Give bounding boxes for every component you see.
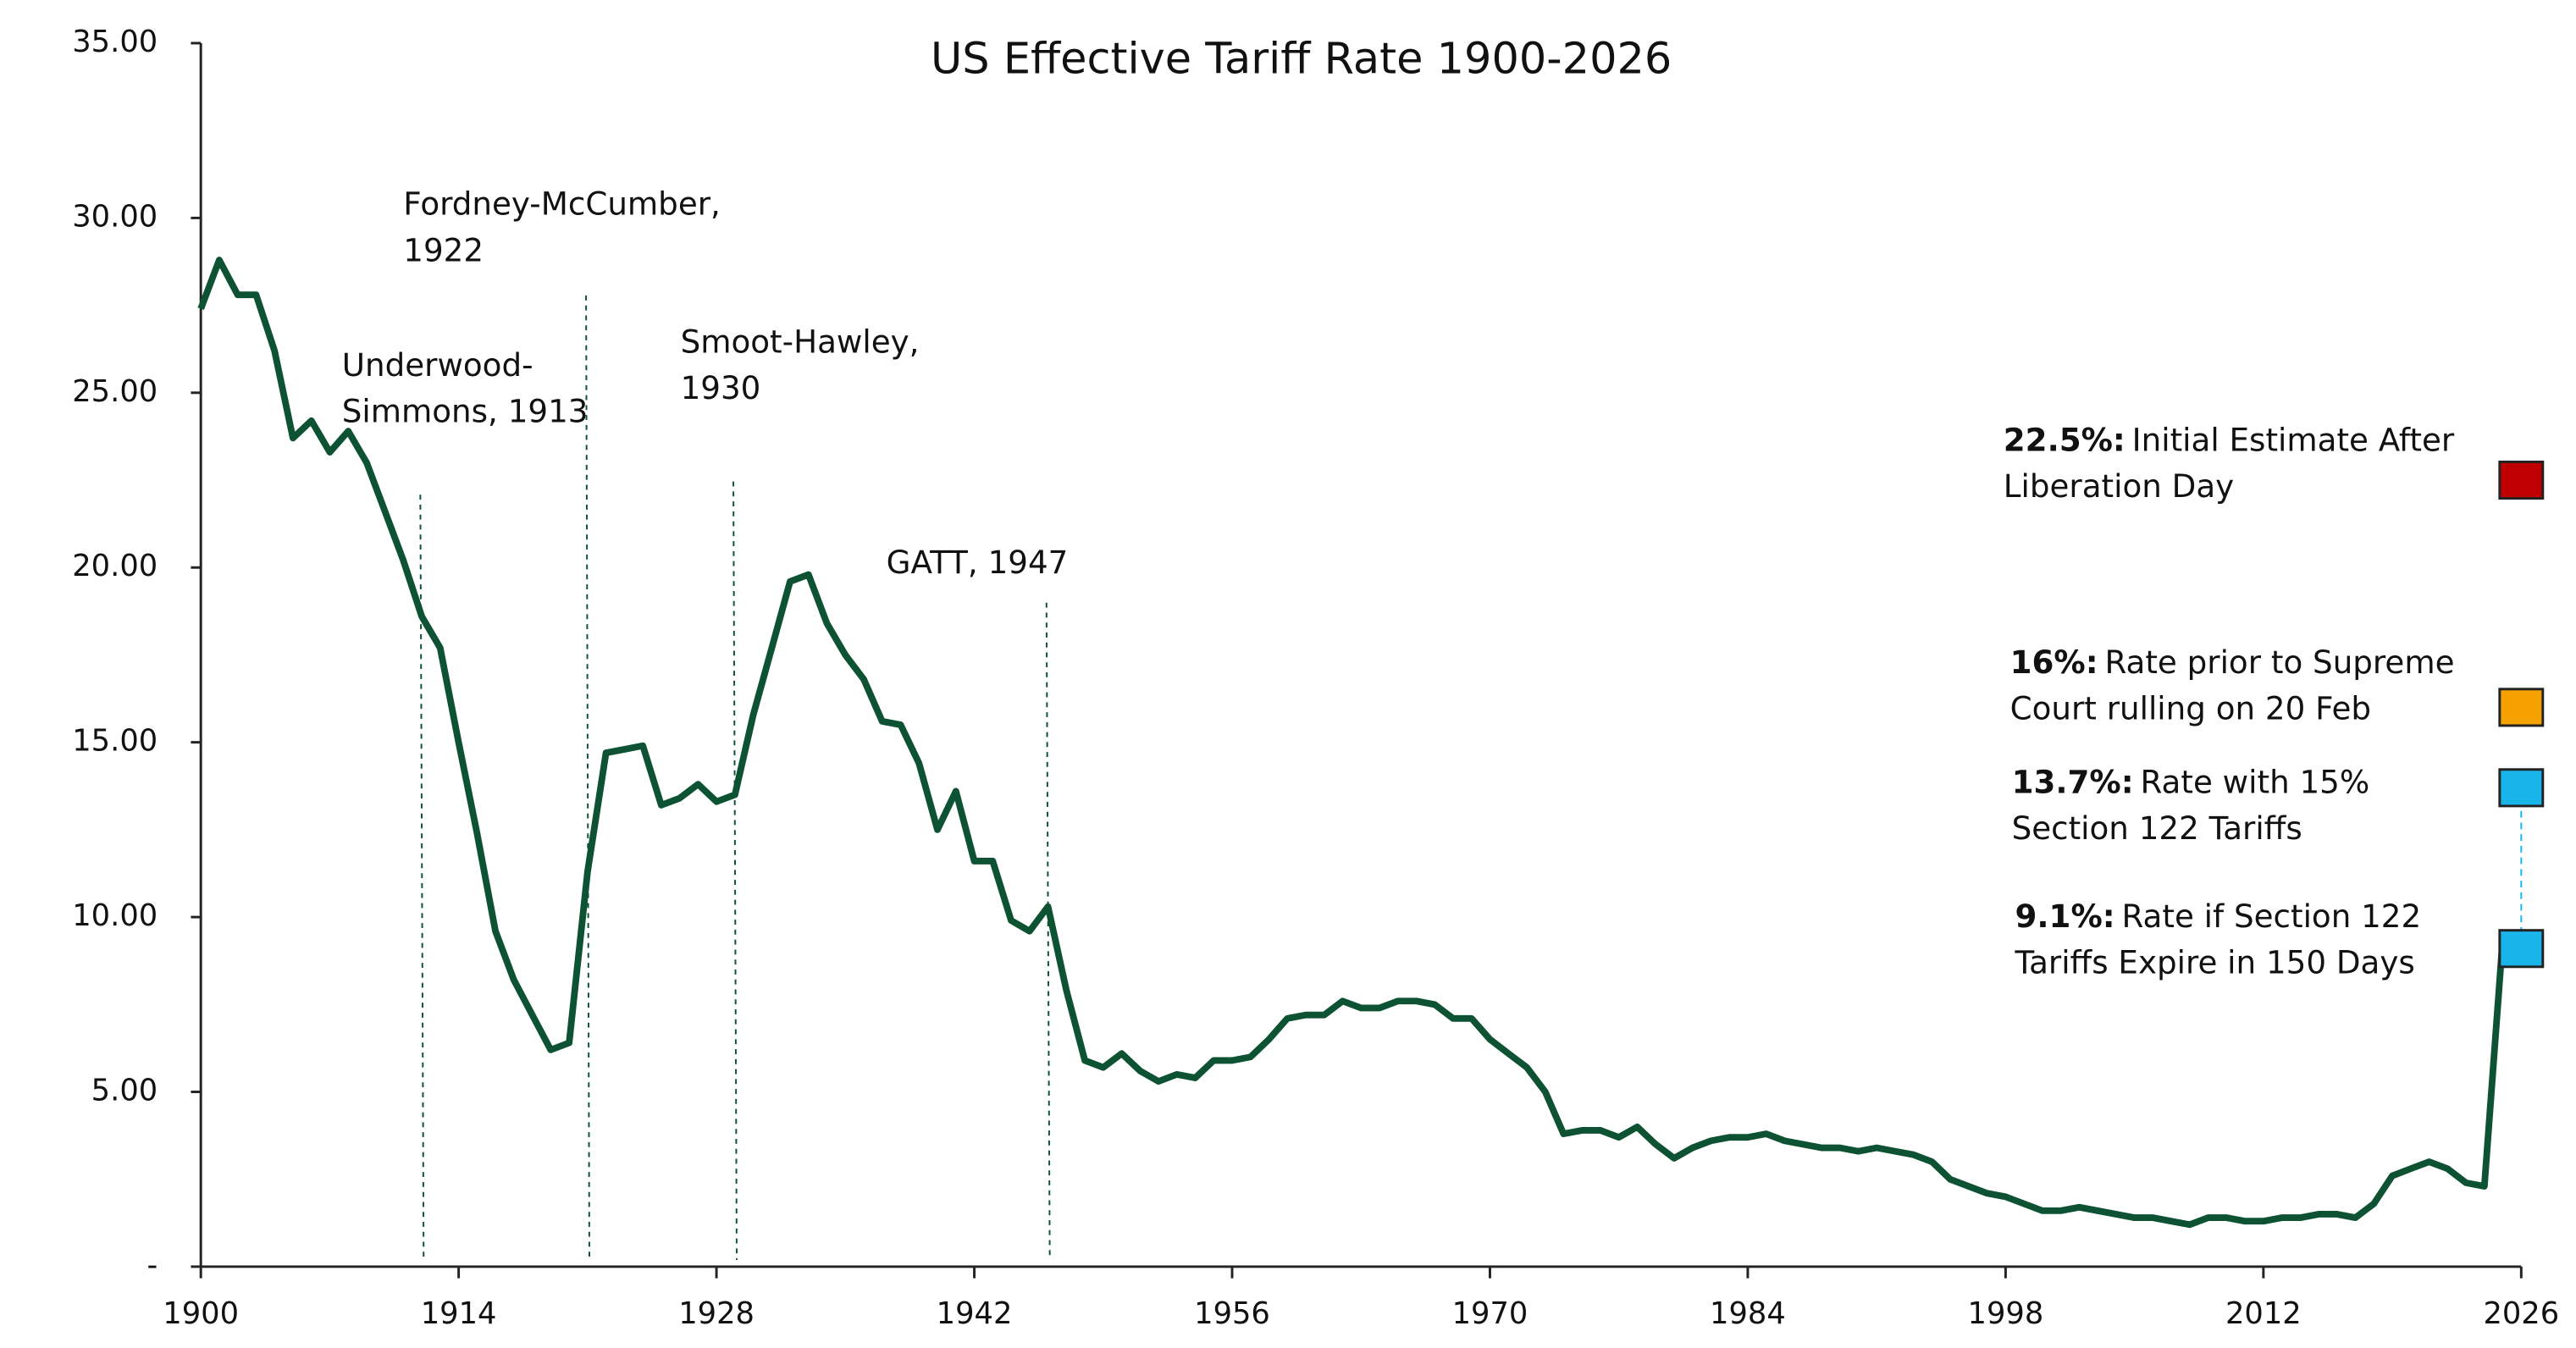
x-tick-label: 1970 [1452,1296,1528,1331]
y-tick-label: 10.00 [72,898,158,933]
marker-text: Rate with 15% [2140,763,2369,800]
marker-text: Rate prior to Supreme [2104,644,2454,681]
y-tick-label: 35.00 [72,25,158,59]
marker-text: Court rulling on 20 Feb [2010,690,2371,727]
annotation-text: Underwood- [342,346,533,384]
y-tick-label: 25.00 [72,374,158,409]
x-tick-label: 1942 [937,1296,1013,1331]
annotation-text: Simmons, 1913 [342,393,589,430]
annotation-line [1045,602,1051,1261]
marker-value-label: 9.1%: [2015,898,2115,935]
x-tick-label: 1914 [421,1296,497,1331]
marker-value-label: 16%: [2010,644,2098,681]
marker-text: Initial Estimate After [2132,421,2455,458]
y-tick-label: 20.00 [72,549,158,583]
y-tick-label: 30.00 [72,199,158,234]
marker [2498,929,2545,969]
chart-title: US Effective Tariff Rate 1900-2026 [931,35,1672,85]
marker-label: 13.7%: Rate with 15% [2012,763,2370,800]
y-tick-label: 5.00 [91,1074,158,1108]
annotation-text: 1930 [681,369,761,406]
y-tick-label: 15.00 [72,724,158,759]
x-tick-label: 1998 [1968,1296,2044,1331]
x-tick-label: 2012 [2225,1296,2302,1331]
marker-value-label: 22.5%: [2004,421,2125,458]
marker [2498,688,2545,727]
marker-value-label: 13.7%: [2012,763,2134,800]
x-tick-label: 1984 [1710,1296,1786,1331]
annotation-line [419,494,425,1261]
annotation-line [585,295,590,1261]
x-tick-label: 1900 [163,1296,239,1331]
marker [2498,460,2545,500]
y-tick-label: - [146,1248,158,1283]
x-tick-label: 1956 [1194,1296,1270,1331]
marker-label: 22.5%: Initial Estimate After [2004,421,2455,458]
marker-text: Tariffs Expire in 150 Days [2015,944,2415,981]
annotation-text: Smoot-Hawley, [681,323,920,360]
annotation-text: GATT, 1947 [887,544,1069,581]
data-line [197,257,2507,1229]
annotation-text: 1922 [403,232,484,269]
x-tick-label: 2026 [2483,1296,2559,1331]
annotation-line [732,481,738,1261]
marker-label: 16%: Rate prior to Supreme [2010,644,2455,681]
marker-text: Liberation Day [2004,467,2234,505]
marker [2498,768,2545,808]
annotation-text: Fordney-McCumber, [403,185,721,223]
marker-text: Rate if Section 122 [2121,898,2421,935]
x-tick-label: 1928 [678,1296,755,1331]
marker-text: Section 122 Tariffs [2012,809,2302,847]
marker-label: 9.1%: Rate if Section 122 [2015,898,2422,935]
